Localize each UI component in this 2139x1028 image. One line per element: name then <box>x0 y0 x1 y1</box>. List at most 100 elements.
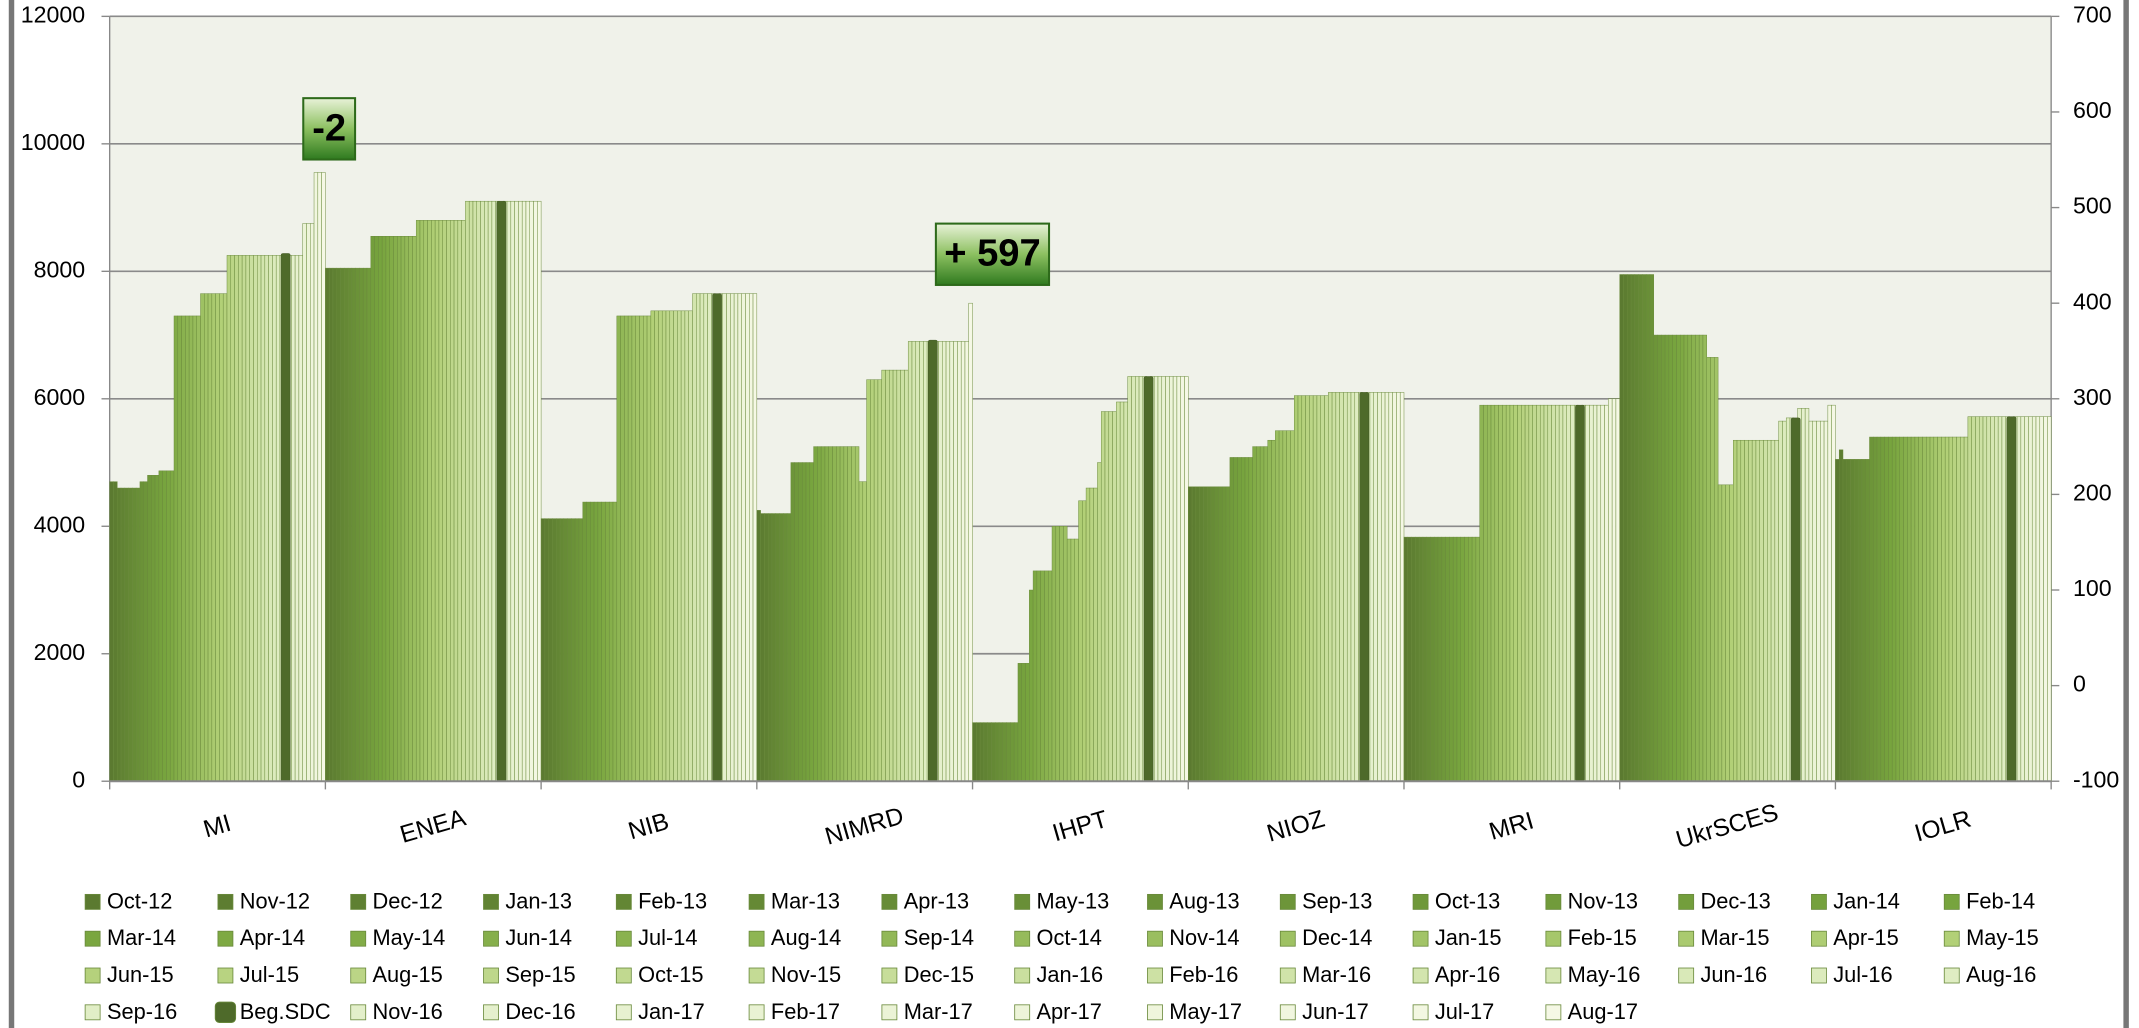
bar <box>1097 462 1102 782</box>
y-tick-label: 0 <box>72 766 85 792</box>
bar <box>1206 486 1212 782</box>
legend-swatch <box>1943 893 1960 910</box>
bar <box>631 315 636 782</box>
bar <box>1736 439 1742 782</box>
bar <box>900 369 905 782</box>
bar <box>514 200 519 782</box>
bar <box>957 341 962 782</box>
bar <box>1138 376 1144 782</box>
bar <box>1066 538 1072 782</box>
bar <box>1857 459 1863 782</box>
bar <box>1388 392 1393 782</box>
bar <box>1645 274 1651 782</box>
legend-label: Aug-14 <box>771 925 841 950</box>
bar <box>1169 376 1174 782</box>
bar <box>484 200 489 782</box>
legend-label: Oct-12 <box>107 888 172 913</box>
bar <box>828 446 833 782</box>
bar <box>1350 392 1356 782</box>
bar <box>1070 538 1075 782</box>
bar <box>885 369 890 782</box>
bar <box>1502 404 1507 782</box>
legend-label: Aug-17 <box>1568 999 1638 1024</box>
bar <box>737 293 742 782</box>
legend-label: May-15 <box>1966 925 2039 950</box>
bar <box>117 487 122 782</box>
bar <box>1846 459 1851 782</box>
bar <box>1036 570 1041 782</box>
bar <box>658 310 663 782</box>
bar <box>355 267 360 782</box>
legend-label: Dec-12 <box>373 888 443 913</box>
bar <box>1104 411 1110 782</box>
bar <box>548 518 553 782</box>
bar <box>1740 439 1745 782</box>
bar <box>1335 392 1340 782</box>
bar <box>275 255 281 782</box>
bar <box>1944 436 1950 782</box>
bar <box>1910 436 1916 782</box>
legend-swatch <box>1545 930 1562 947</box>
bar <box>1634 274 1639 782</box>
legend-label: Jul-15 <box>240 962 299 987</box>
bar <box>268 255 273 782</box>
bar <box>487 200 493 782</box>
bar <box>767 513 773 782</box>
legend-swatch <box>1014 893 1031 910</box>
legend-label: May-17 <box>1169 999 1242 1024</box>
bar <box>1664 334 1670 782</box>
bar <box>1108 411 1113 782</box>
bar <box>366 267 372 782</box>
bar <box>1377 392 1382 782</box>
bar <box>302 223 307 782</box>
bar <box>1441 536 1446 782</box>
legend-swatch <box>1147 1004 1163 1021</box>
bar <box>873 379 879 782</box>
bar <box>381 236 387 782</box>
bar <box>881 369 886 782</box>
bar <box>1668 334 1673 782</box>
bar <box>552 518 557 782</box>
legend-swatch <box>1147 893 1163 910</box>
bar <box>280 253 291 782</box>
bar <box>2028 416 2033 782</box>
bar <box>132 487 137 782</box>
bar <box>620 315 625 782</box>
bar <box>749 293 754 782</box>
legend-label: Dec-13 <box>1700 888 1770 913</box>
bar <box>1642 274 1647 782</box>
legend-label: Nov-16 <box>373 999 443 1024</box>
bar <box>1464 536 1469 782</box>
bar <box>790 462 795 782</box>
bar <box>1585 404 1590 782</box>
bar <box>1683 334 1689 782</box>
bar <box>2031 416 2037 782</box>
bar <box>529 200 534 782</box>
bar <box>1305 395 1310 782</box>
bar <box>646 315 652 782</box>
annotation-box <box>302 97 357 161</box>
bar <box>1808 420 1813 782</box>
legend-swatch <box>483 893 499 910</box>
bar <box>321 172 326 782</box>
bar <box>124 487 129 782</box>
bar <box>1759 439 1764 782</box>
bar <box>1702 334 1707 782</box>
bar <box>113 481 118 782</box>
bar <box>166 470 171 782</box>
bar <box>415 220 421 782</box>
bar <box>1237 457 1242 782</box>
bar <box>1763 439 1768 782</box>
legend-swatch <box>1811 893 1827 910</box>
legend-label: Jan-15 <box>1435 925 1502 950</box>
bar <box>907 341 913 782</box>
legend-swatch <box>350 1004 367 1021</box>
bar <box>839 446 845 782</box>
bar <box>1290 430 1295 782</box>
bar <box>1785 417 1791 782</box>
legend-label: Oct-15 <box>638 962 703 987</box>
bar <box>1055 526 1060 782</box>
bar <box>1729 484 1734 782</box>
bar <box>181 315 186 782</box>
bar <box>1339 392 1344 782</box>
